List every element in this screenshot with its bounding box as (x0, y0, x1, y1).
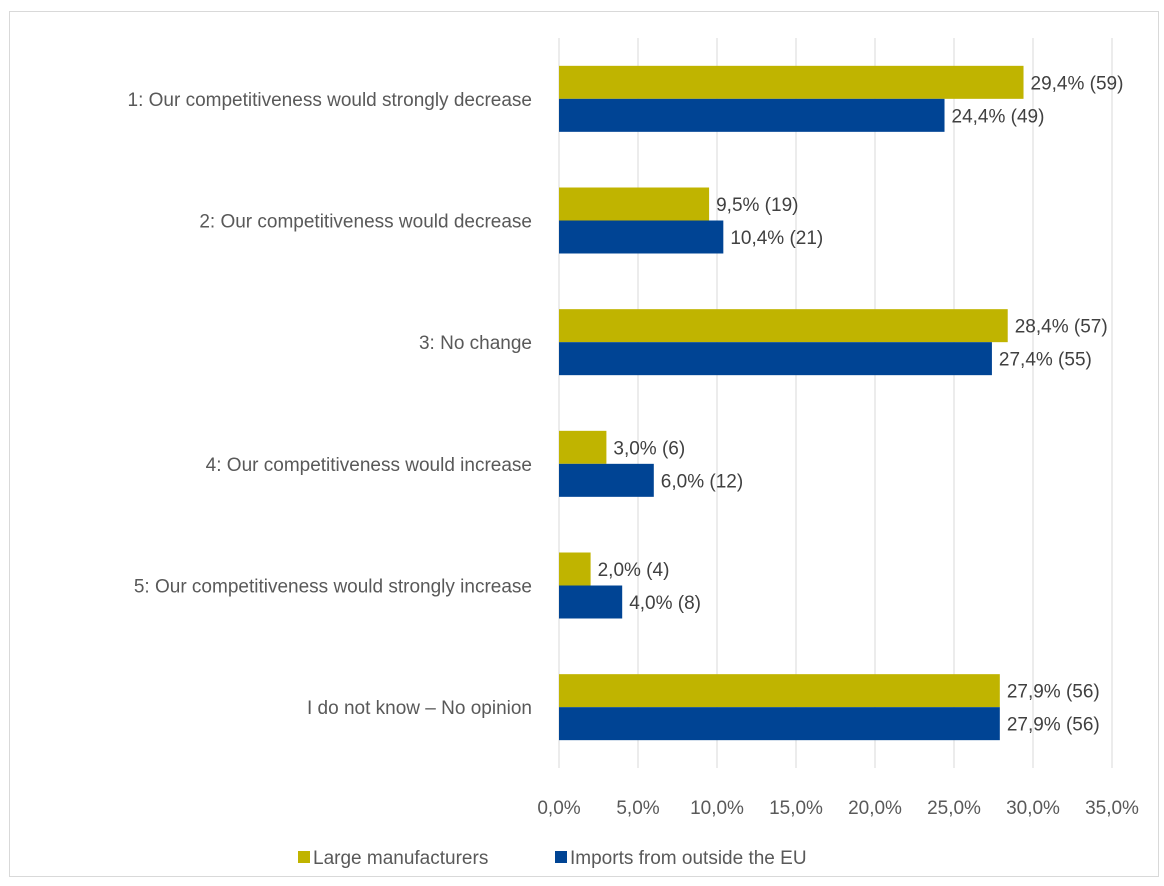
legend-label: Imports from outside the EU (570, 848, 807, 869)
x-tick-label: 30,0% (1006, 798, 1060, 819)
x-tick-label: 20,0% (848, 798, 902, 819)
legend-swatch (298, 851, 310, 863)
data-label: 27,9% (56) (1007, 682, 1100, 703)
category-label: 4: Our competitiveness would increase (206, 455, 532, 476)
data-label: 4,0% (8) (629, 593, 701, 614)
x-tick-label: 0,0% (537, 798, 580, 819)
data-label: 2,0% (4) (598, 560, 670, 581)
category-label: 2: Our competitiveness would decrease (199, 212, 532, 233)
category-label: 5: Our competitiveness would strongly in… (134, 577, 532, 598)
data-label: 3,0% (6) (613, 438, 685, 459)
x-tick-label: 5,0% (616, 798, 659, 819)
grid-lines (558, 38, 1113, 768)
bar (559, 707, 1000, 741)
bar (559, 65, 1024, 99)
x-tick-label: 35,0% (1085, 798, 1139, 819)
x-tick-label: 10,0% (690, 798, 744, 819)
category-label: 1: Our competitiveness would strongly de… (128, 90, 532, 111)
bar (559, 585, 623, 619)
bar (559, 98, 945, 132)
bar (559, 463, 654, 497)
data-label: 29,4% (59) (1031, 73, 1124, 94)
bar (559, 220, 724, 254)
data-label: 27,4% (55) (999, 350, 1092, 371)
bar (559, 430, 607, 464)
bars (559, 65, 1024, 741)
x-tick-label: 15,0% (769, 798, 823, 819)
data-label: 9,5% (19) (716, 195, 798, 216)
category-label: I do not know – No opinion (307, 698, 532, 719)
bar (559, 674, 1000, 708)
data-label: 24,4% (49) (952, 106, 1045, 127)
legend-label: Large manufacturers (313, 848, 488, 869)
x-tick-label: 25,0% (927, 798, 981, 819)
category-labels: 1: Our competitiveness would strongly de… (128, 90, 532, 719)
data-label: 10,4% (21) (730, 228, 823, 249)
x-tick-labels: 0,0% 5,0% 10,0% 15,0% 20,0% 25,0% 30,0% 35,0% (537, 798, 1139, 819)
bar (559, 187, 710, 221)
data-label: 28,4% (57) (1015, 317, 1108, 338)
legend-swatch (555, 851, 567, 863)
data-label: 27,9% (56) (1007, 715, 1100, 736)
category-label: 3: No change (419, 333, 532, 354)
bar (559, 552, 591, 586)
bar (559, 309, 1008, 343)
data-labels: 29,4% (59) 24,4% (49) 9,5% (19) 10,4% (21) 2… (598, 73, 1124, 735)
legend: Large manufacturers Imports from outside … (298, 848, 807, 869)
data-label: 6,0% (12) (661, 471, 743, 492)
bar (559, 342, 992, 376)
